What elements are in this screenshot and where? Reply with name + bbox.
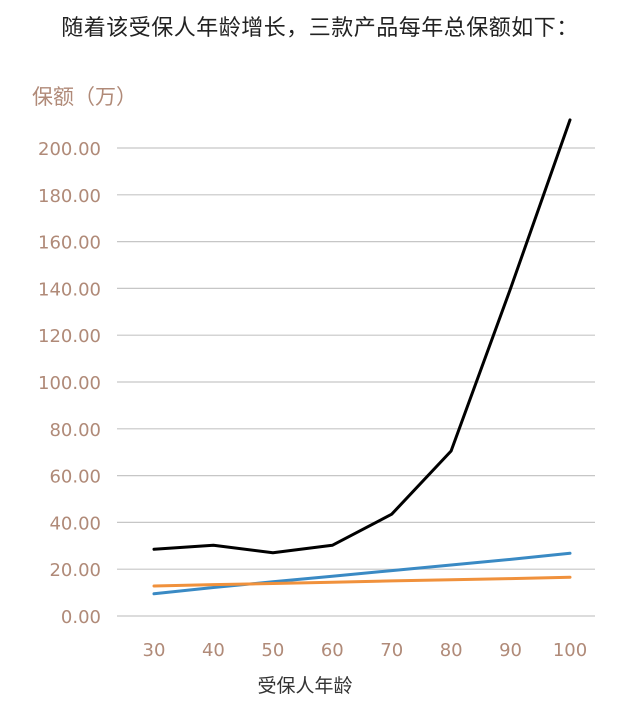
x-tick-label: 30	[143, 640, 166, 661]
series-lines	[152, 118, 572, 596]
series-line-1	[152, 118, 572, 555]
y-tick-label: 20.00	[49, 560, 101, 581]
series-line-3	[152, 575, 572, 588]
y-tick-label: 80.00	[49, 420, 101, 441]
gridlines	[117, 147, 595, 617]
y-tick-label: 60.00	[49, 467, 101, 488]
y-axis-label: 保额（万）	[32, 85, 137, 109]
x-tick-label: 70	[380, 640, 403, 661]
x-tick-label: 50	[261, 640, 284, 661]
y-tick-labels: 0.00 20.00 40.00 60.00 80.00 100.00 120.00 140.…	[38, 139, 101, 628]
y-tick-label: 0.00	[61, 607, 101, 628]
x-tick-label: 80	[440, 640, 463, 661]
y-tick-label: 40.00	[49, 513, 101, 534]
x-axis-label: 受保人年龄	[257, 675, 352, 697]
y-tick-label: 100.00	[38, 373, 101, 394]
y-tick-label: 160.00	[38, 233, 101, 254]
x-tick-labels: 30 40 50 60 70 80 90 100	[143, 640, 588, 661]
x-tick-label: 90	[499, 640, 522, 661]
x-tick-label: 100	[553, 640, 587, 661]
x-tick-label: 60	[321, 640, 344, 661]
x-tick-label: 40	[202, 640, 225, 661]
y-tick-label: 120.00	[38, 326, 101, 347]
y-tick-label: 180.00	[38, 186, 101, 207]
y-tick-label: 140.00	[38, 279, 101, 300]
y-tick-label: 200.00	[38, 139, 101, 160]
chart-title: 随着该受保人年龄增长，三款产品每年总保额如下：	[61, 16, 579, 41]
series-line-2	[152, 551, 572, 596]
